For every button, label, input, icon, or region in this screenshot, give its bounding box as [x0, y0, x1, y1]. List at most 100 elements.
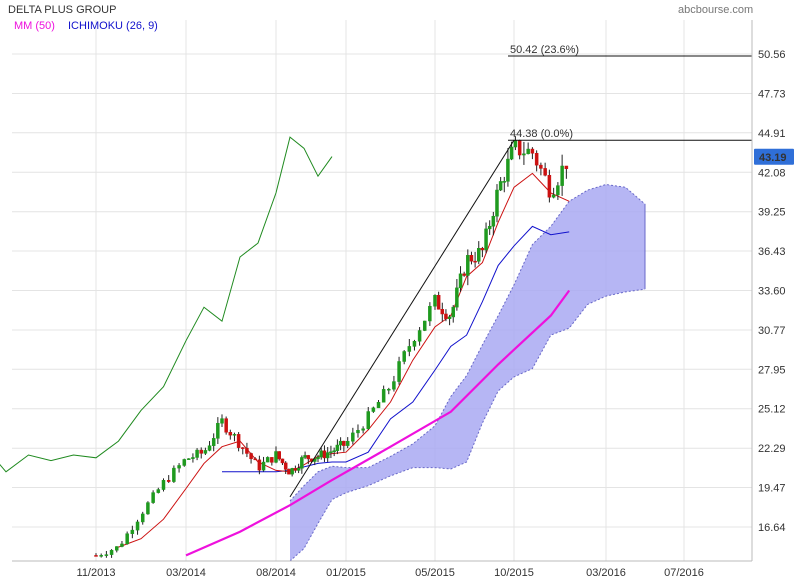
candle-up [146, 502, 150, 515]
candle-up [551, 194, 556, 198]
y-tick-label: 25.12 [758, 404, 786, 416]
candle-up [172, 467, 176, 482]
y-tick-label: 47.73 [758, 88, 786, 100]
y-tick-label: 42.08 [758, 167, 786, 179]
x-tick-label: 01/2015 [326, 567, 366, 579]
candle-up [232, 434, 237, 436]
y-tick-label: 33.60 [758, 286, 786, 298]
candle-down [241, 447, 245, 449]
candle-up [433, 294, 437, 307]
candle-up [303, 455, 307, 458]
candle-up [361, 428, 365, 431]
site-watermark: abcbourse.com [678, 4, 753, 16]
indicator-lines [0, 136, 571, 557]
fibonacci-level-label: 50.42 (23.6%) [510, 44, 579, 56]
ichimoku-cloud [289, 183, 646, 562]
candle-up [316, 456, 320, 460]
candle-down [436, 294, 441, 310]
candle-up [526, 148, 530, 155]
chart-overlays: 50.42 (23.6%) 44.38 (0.0%) 43.19 [289, 44, 794, 498]
trend-line [289, 139, 515, 498]
candle-down [539, 164, 543, 169]
candle-up [428, 305, 432, 322]
candle-down [270, 457, 274, 463]
senkou-span-a [289, 183, 646, 502]
candle-up [466, 255, 470, 276]
y-tick-label: 30.77 [758, 325, 786, 337]
x-tick-label: 07/2016 [664, 567, 704, 579]
candle-down [547, 175, 552, 198]
candle-up [120, 543, 124, 547]
candle-down [94, 555, 98, 557]
y-tick-label: 22.29 [758, 443, 786, 455]
candle-up [177, 465, 181, 469]
candle-up [125, 533, 129, 545]
candle-up [513, 140, 518, 148]
last-price-badge [754, 148, 794, 165]
candle-up [417, 330, 422, 342]
candle-up [274, 451, 278, 463]
y-tick-label: 50.56 [758, 49, 786, 61]
y-tick-label: 44.91 [758, 128, 786, 140]
candle-down [287, 469, 291, 475]
candle-down [462, 273, 466, 276]
ichimoku-legend-label: ICHIMOKU (26, 9) [68, 20, 158, 32]
candle-up [265, 457, 270, 463]
candle-up [338, 440, 343, 446]
candle-up [506, 158, 510, 182]
candle-up [387, 388, 391, 391]
candle-down [224, 418, 228, 433]
candle-down [306, 455, 311, 460]
candle-up [447, 316, 452, 319]
tenkan-sen-line [118, 172, 570, 548]
candle-down [253, 458, 257, 461]
candle-up [115, 546, 119, 551]
chikou-span-line [0, 136, 333, 473]
candle-up [502, 181, 507, 183]
candle-down [293, 468, 298, 471]
candle-down [444, 313, 448, 319]
mm50-line [185, 289, 571, 557]
price-candles [94, 136, 569, 558]
cloud-area [290, 184, 645, 561]
candle-up [300, 457, 304, 469]
candle-down [236, 434, 241, 448]
candle-up [156, 489, 161, 493]
candle-down [257, 459, 262, 471]
candle-up [345, 440, 350, 446]
y-tick-label: 16.64 [758, 522, 786, 534]
candle-up [498, 181, 503, 191]
candle-down [166, 480, 171, 482]
y-tick-label: 36.43 [758, 246, 786, 258]
candle-up [366, 411, 370, 430]
candle-up [402, 351, 406, 362]
x-tick-label: 11/2013 [77, 567, 116, 579]
candle-up [356, 430, 360, 434]
candle-up [130, 529, 135, 534]
candle-up [195, 449, 199, 458]
candle-up [207, 445, 212, 451]
candle-down [280, 458, 285, 464]
candle-down [199, 449, 203, 454]
senkou-span-b [289, 288, 646, 562]
candle-down [245, 447, 249, 454]
candle-up [332, 450, 336, 452]
candle-up [296, 468, 301, 471]
x-tick-label: 08/2014 [256, 567, 296, 579]
candle-up [412, 341, 417, 347]
candle-up [140, 513, 145, 523]
candle-down [480, 248, 485, 251]
candle-up [351, 432, 355, 442]
last-price-label: 43.19 [759, 152, 787, 164]
chart-title: DELTA PLUS GROUP [8, 4, 116, 16]
candle-up [191, 457, 195, 459]
x-tick-label: 03/2016 [586, 567, 626, 579]
candle-up [392, 381, 396, 390]
candle-up [220, 418, 224, 424]
candle-up [371, 407, 376, 412]
candle-up [109, 550, 114, 555]
candle-up [376, 401, 381, 409]
candle-up [104, 554, 109, 556]
x-tick-label: 05/2015 [415, 567, 455, 579]
